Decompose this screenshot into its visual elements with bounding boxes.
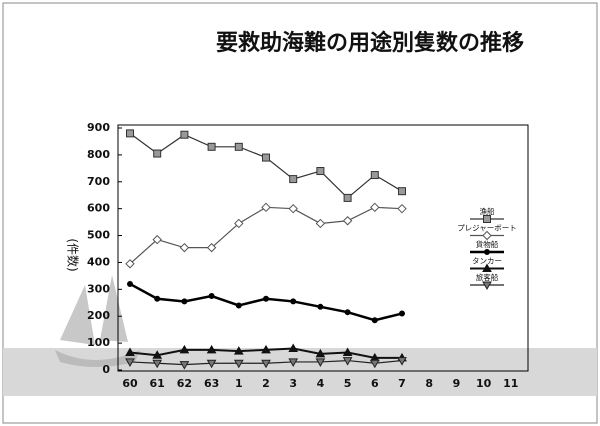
data-point bbox=[126, 129, 134, 138]
data-point bbox=[125, 358, 135, 367]
data-point bbox=[179, 344, 190, 354]
x-tick-label: 6 bbox=[371, 377, 379, 390]
x-tick-label: 61 bbox=[150, 377, 165, 390]
data-point bbox=[371, 317, 378, 324]
data-point bbox=[289, 175, 298, 184]
y-tick-label: 400 bbox=[87, 255, 110, 268]
y-tick-label: 100 bbox=[87, 336, 110, 349]
data-point bbox=[206, 242, 217, 253]
data-point bbox=[233, 359, 244, 369]
data-point bbox=[181, 298, 188, 305]
data-point bbox=[370, 171, 379, 180]
data-point bbox=[315, 358, 326, 367]
data-point bbox=[180, 130, 189, 139]
x-tick-label: 63 bbox=[204, 377, 219, 390]
y-axis-label: (件数) bbox=[66, 238, 81, 271]
data-point bbox=[369, 359, 380, 369]
data-point bbox=[344, 309, 351, 316]
data-point bbox=[263, 295, 269, 302]
data-point bbox=[234, 218, 244, 229]
data-point bbox=[315, 348, 326, 358]
x-tick-label: 10 bbox=[476, 377, 492, 390]
data-point bbox=[152, 350, 163, 359]
sea-band bbox=[3, 348, 597, 396]
legend-label: 貨物船 bbox=[476, 239, 499, 249]
data-point bbox=[288, 343, 299, 352]
data-point bbox=[290, 298, 297, 305]
y-tick-label: 500 bbox=[87, 229, 110, 242]
x-tick-label: 3 bbox=[289, 377, 297, 390]
x-tick-label: 8 bbox=[425, 377, 433, 390]
data-point bbox=[399, 310, 405, 317]
data-point bbox=[343, 193, 352, 202]
x-tick-label: 62 bbox=[177, 377, 192, 390]
legend-label: タンカー bbox=[472, 257, 502, 266]
y-tick-label: 600 bbox=[87, 202, 110, 215]
x-tick-label: 2 bbox=[262, 377, 270, 390]
x-tick-label: 60 bbox=[122, 377, 138, 390]
data-point bbox=[261, 344, 271, 354]
x-tick-label: 5 bbox=[344, 377, 352, 390]
y-tick-label: 300 bbox=[87, 282, 110, 295]
data-point bbox=[261, 359, 271, 369]
data-point bbox=[315, 218, 326, 229]
data-point bbox=[153, 149, 162, 158]
data-point bbox=[127, 280, 133, 287]
y-tick-label: 200 bbox=[87, 309, 110, 322]
sail-decoration bbox=[60, 275, 128, 345]
data-point bbox=[152, 234, 162, 245]
data-point bbox=[342, 216, 353, 226]
y-tick-label: 900 bbox=[87, 121, 110, 134]
y-tick-label: 0 bbox=[102, 363, 110, 376]
x-tick-label: 1 bbox=[235, 377, 243, 390]
data-point bbox=[316, 167, 325, 176]
data-point bbox=[234, 142, 243, 151]
data-point bbox=[154, 295, 161, 302]
legend-marker bbox=[482, 281, 492, 291]
data-point bbox=[208, 293, 215, 300]
chart-title: 要救助海難の用途別隻数の推移 bbox=[216, 30, 524, 56]
data-point bbox=[235, 302, 242, 309]
legend-marker bbox=[482, 263, 492, 272]
data-point bbox=[179, 361, 190, 370]
data-point bbox=[288, 358, 299, 367]
data-point bbox=[288, 203, 298, 214]
data-point bbox=[206, 344, 217, 354]
legend-marker bbox=[483, 215, 491, 223]
data-point bbox=[398, 187, 406, 196]
data-point bbox=[206, 359, 217, 369]
data-point bbox=[397, 203, 407, 214]
data-point bbox=[342, 357, 353, 366]
legend-label: プレジャーボート bbox=[457, 224, 517, 233]
legend-marker bbox=[482, 230, 492, 241]
data-point bbox=[262, 153, 270, 162]
y-tick-label: 800 bbox=[87, 148, 110, 161]
data-point bbox=[370, 202, 380, 213]
data-point bbox=[397, 357, 407, 366]
x-tick-label: 4 bbox=[317, 377, 325, 390]
x-tick-label: 7 bbox=[398, 377, 406, 390]
data-point bbox=[261, 202, 271, 213]
data-point bbox=[125, 347, 135, 357]
x-tick-label: 9 bbox=[453, 377, 461, 390]
data-point bbox=[233, 346, 244, 355]
legend-label: 漁船 bbox=[480, 206, 495, 216]
data-point bbox=[152, 359, 163, 369]
hull-decoration bbox=[55, 350, 140, 367]
x-tick-label: 11 bbox=[503, 377, 518, 390]
data-point bbox=[179, 242, 190, 253]
y-tick-label: 700 bbox=[87, 175, 110, 188]
data-point bbox=[317, 303, 324, 310]
data-point bbox=[125, 259, 135, 269]
data-point bbox=[342, 347, 353, 357]
legend-marker bbox=[484, 249, 490, 255]
data-point bbox=[207, 142, 216, 151]
plot-area bbox=[117, 124, 529, 372]
legend-label: 旅客船 bbox=[476, 272, 499, 282]
